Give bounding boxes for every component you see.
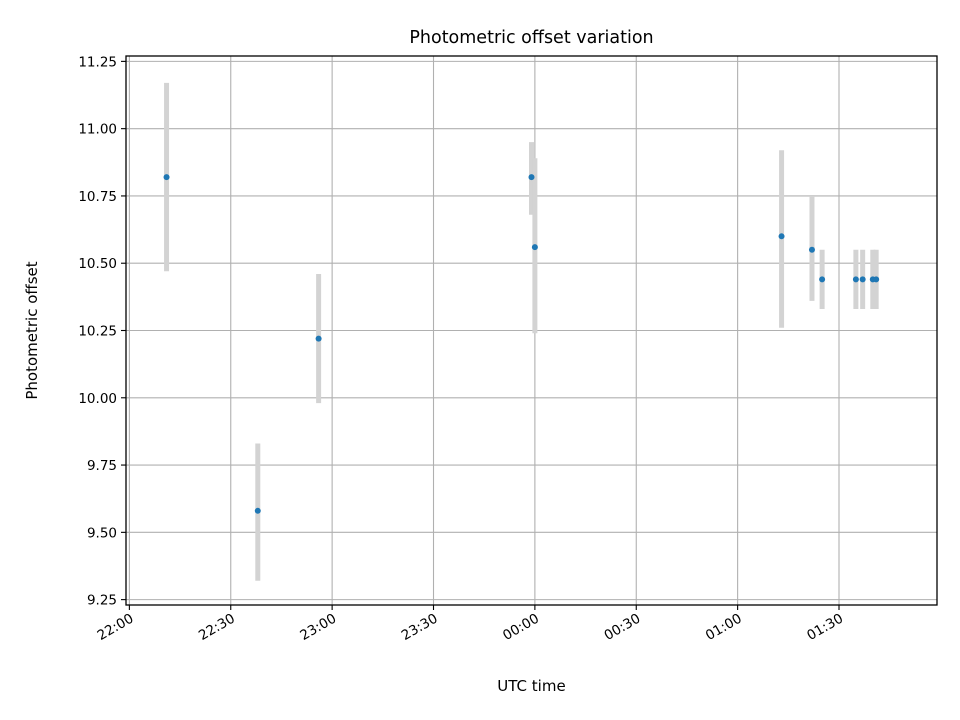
x-tick-label: 22:00 [95,611,137,644]
data-points [163,174,880,514]
data-point [873,276,880,283]
x-tick-label: 01:00 [703,611,745,644]
y-axis-ticks: 9.25 9.50 9.75 10.00 10.25 10.50 10.75 11.00 11.… [78,54,126,609]
data-point [819,276,826,283]
y-tick-label: 9.50 [87,525,117,541]
x-tick-label: 23:30 [399,611,441,644]
x-tick-label: 01:30 [804,611,846,644]
x-tick-label: 00:30 [602,611,644,644]
data-point [778,233,785,240]
data-point [528,174,535,181]
data-point [163,174,170,181]
x-tick-label: 23:00 [297,611,339,644]
data-point [315,335,322,342]
y-axis-title: Photometric offset [23,261,41,399]
y-tick-label: 9.25 [87,593,117,609]
grid [126,56,937,605]
y-tick-label: 10.25 [78,324,117,340]
x-tick-label: 00:00 [500,611,542,644]
x-axis-title: UTC time [497,677,565,695]
y-tick-label: 10.50 [78,256,117,272]
y-tick-label: 10.00 [78,391,117,407]
data-point [254,507,261,514]
x-tick-label: 22:30 [196,611,238,644]
error-bars [164,82,879,581]
y-tick-label: 11.00 [78,122,117,138]
data-point [852,276,859,283]
data-point [531,244,538,251]
y-tick-label: 11.25 [78,54,117,70]
data-point [808,246,815,253]
x-axis-ticks: 22:00 22:30 23:00 23:30 00:00 00:30 01:00 01:30 [95,605,846,644]
chart-title: Photometric offset variation [409,28,653,48]
y-tick-label: 10.75 [78,189,117,205]
y-tick-label: 9.75 [87,458,117,474]
data-point [859,276,866,283]
